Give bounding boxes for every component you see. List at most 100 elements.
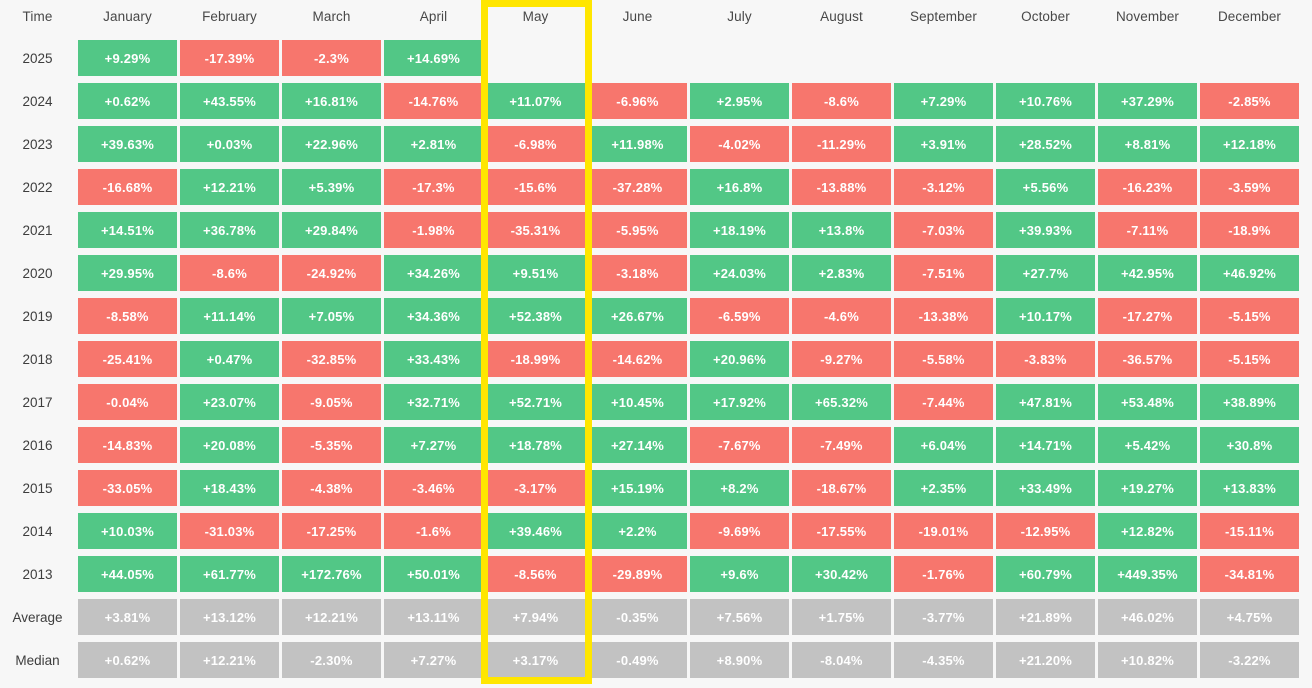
cell-2013-november: +449.35% <box>1098 556 1197 592</box>
cell-average-february: +13.12% <box>180 599 279 635</box>
cell-2014-august: -17.55% <box>792 513 891 549</box>
column-header-october: October <box>1021 9 1070 24</box>
row-label-2024: 2024 <box>22 93 53 109</box>
cell-2025-december <box>1200 40 1299 76</box>
cell-median-january: +0.62% <box>78 642 177 678</box>
row-label-2025: 2025 <box>22 50 53 66</box>
cell-2013-april: +50.01% <box>384 556 483 592</box>
cell-2018-october: -3.83% <box>996 341 1095 377</box>
cell-2024-february: +43.55% <box>180 83 279 119</box>
row-label-2017: 2017 <box>22 394 53 410</box>
cell-2015-july: +8.2% <box>690 470 789 506</box>
cell-2013-december: -34.81% <box>1200 556 1299 592</box>
cell-2021-september: -7.03% <box>894 212 993 248</box>
cell-2023-april: +2.81% <box>384 126 483 162</box>
cell-2015-august: -18.67% <box>792 470 891 506</box>
cell-2014-january: +10.03% <box>78 513 177 549</box>
row-label-2018: 2018 <box>22 351 53 367</box>
cell-2017-october: +47.81% <box>996 384 1095 420</box>
cell-2018-february: +0.47% <box>180 341 279 377</box>
cell-median-february: +12.21% <box>180 642 279 678</box>
cell-2013-march: +172.76% <box>282 556 381 592</box>
cell-2014-april: -1.6% <box>384 513 483 549</box>
cell-2025-february: -17.39% <box>180 40 279 76</box>
cell-2025-may <box>486 40 585 76</box>
cell-2016-january: -14.83% <box>78 427 177 463</box>
cell-2025-november <box>1098 40 1197 76</box>
cell-2021-october: +39.93% <box>996 212 1095 248</box>
cell-2015-april: -3.46% <box>384 470 483 506</box>
cell-2014-december: -15.11% <box>1200 513 1299 549</box>
cell-2018-december: -5.15% <box>1200 341 1299 377</box>
cell-2016-august: -7.49% <box>792 427 891 463</box>
cell-2017-march: -9.05% <box>282 384 381 420</box>
column-header-march: March <box>312 9 351 24</box>
cell-2022-june: -37.28% <box>588 169 687 205</box>
cell-2024-january: +0.62% <box>78 83 177 119</box>
cell-2020-may: +9.51% <box>486 255 585 291</box>
cell-2015-september: +2.35% <box>894 470 993 506</box>
row-label-2023: 2023 <box>22 136 53 152</box>
cell-2015-november: +19.27% <box>1098 470 1197 506</box>
cell-average-october: +21.89% <box>996 599 1095 635</box>
cell-2025-january: +9.29% <box>78 40 177 76</box>
row-label-2016: 2016 <box>22 437 53 453</box>
cell-2020-march: -24.92% <box>282 255 381 291</box>
cell-2019-december: -5.15% <box>1200 298 1299 334</box>
cell-2024-october: +10.76% <box>996 83 1095 119</box>
cell-average-june: -0.35% <box>588 599 687 635</box>
cell-median-december: -3.22% <box>1200 642 1299 678</box>
cell-2014-june: +2.2% <box>588 513 687 549</box>
cell-2016-december: +30.8% <box>1200 427 1299 463</box>
cell-2021-april: -1.98% <box>384 212 483 248</box>
cell-2019-july: -6.59% <box>690 298 789 334</box>
cell-median-october: +21.20% <box>996 642 1095 678</box>
cell-2020-december: +46.92% <box>1200 255 1299 291</box>
cell-2013-june: -29.89% <box>588 556 687 592</box>
cell-2017-september: -7.44% <box>894 384 993 420</box>
cell-2025-june <box>588 40 687 76</box>
cell-2018-january: -25.41% <box>78 341 177 377</box>
cell-2018-september: -5.58% <box>894 341 993 377</box>
column-header-december: December <box>1217 9 1282 24</box>
cell-2017-june: +10.45% <box>588 384 687 420</box>
cell-2016-march: -5.35% <box>282 427 381 463</box>
cell-2021-june: -5.95% <box>588 212 687 248</box>
cell-2022-january: -16.68% <box>78 169 177 205</box>
cell-2025-march: -2.3% <box>282 40 381 76</box>
cell-2016-may: +18.78% <box>486 427 585 463</box>
cell-2024-march: +16.81% <box>282 83 381 119</box>
cell-average-april: +13.11% <box>384 599 483 635</box>
cell-2018-may: -18.99% <box>486 341 585 377</box>
cell-2022-october: +5.56% <box>996 169 1095 205</box>
cell-2019-january: -8.58% <box>78 298 177 334</box>
cell-2013-may: -8.56% <box>486 556 585 592</box>
cell-2025-august <box>792 40 891 76</box>
cell-2016-july: -7.67% <box>690 427 789 463</box>
cell-2013-september: -1.76% <box>894 556 993 592</box>
cell-2017-august: +65.32% <box>792 384 891 420</box>
cell-2019-march: +7.05% <box>282 298 381 334</box>
cell-2019-august: -4.6% <box>792 298 891 334</box>
cell-2021-november: -7.11% <box>1098 212 1197 248</box>
cell-2013-august: +30.42% <box>792 556 891 592</box>
row-label-2015: 2015 <box>22 480 53 496</box>
cell-average-december: +4.75% <box>1200 599 1299 635</box>
cell-2018-july: +20.96% <box>690 341 789 377</box>
cell-median-august: -8.04% <box>792 642 891 678</box>
cell-2023-november: +8.81% <box>1098 126 1197 162</box>
returns-heatmap-table: Time January February March April May June Jul… <box>12 9 1299 678</box>
cell-2019-october: +10.17% <box>996 298 1095 334</box>
cell-2015-march: -4.38% <box>282 470 381 506</box>
cell-2025-september <box>894 40 993 76</box>
cell-2019-september: -13.38% <box>894 298 993 334</box>
cell-2023-december: +12.18% <box>1200 126 1299 162</box>
row-label-2020: 2020 <box>22 265 53 281</box>
cell-2013-february: +61.77% <box>180 556 279 592</box>
cell-average-march: +12.21% <box>282 599 381 635</box>
cell-median-july: +8.90% <box>690 642 789 678</box>
cell-2020-november: +42.95% <box>1098 255 1197 291</box>
cell-median-april: +7.27% <box>384 642 483 678</box>
cell-median-june: -0.49% <box>588 642 687 678</box>
cell-median-september: -4.35% <box>894 642 993 678</box>
